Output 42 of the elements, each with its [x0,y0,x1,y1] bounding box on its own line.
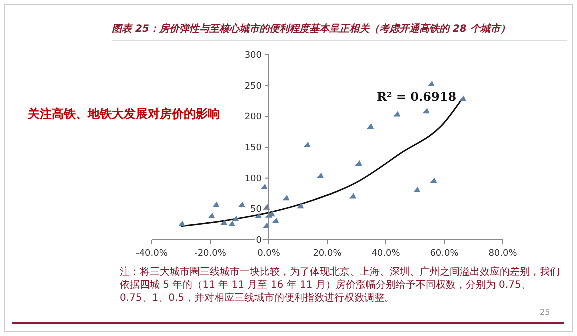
point [422,108,430,114]
point [355,160,362,166]
point [367,124,374,130]
x-tick-label: 40.0% [372,249,401,259]
point [297,203,304,209]
point [178,220,186,226]
x-tick-label: 60.0% [430,249,460,259]
point [220,220,228,226]
y-tick-label: 150 [244,144,262,154]
annotation: 关注高铁、地铁大发展对房价的影响 [28,107,220,121]
x-tick-label: 80.0% [488,249,518,259]
point [316,172,324,178]
x-tick-label: -20.0% [194,249,227,259]
x-tick-label: 0.0% [258,249,281,259]
point [260,184,268,190]
y-tick-label: 250 [244,82,262,92]
point [349,193,356,199]
text: 25 [540,308,550,317]
point [282,195,290,201]
x-tick-label: 20.0% [313,249,342,259]
point [428,80,435,86]
chart-title: 图表 25：房价弹性与至核心城市的便利程度基本呈正相关（考虑开通高铁的 28 个城市） [112,24,510,35]
y-tick-label: 50 [250,205,262,216]
point [238,202,246,208]
point [304,142,311,148]
point [394,111,401,117]
x-tick-label: -40.0% [136,249,168,259]
point [414,187,421,193]
point [228,220,236,226]
y-tick-label: 100 [244,174,262,184]
y-tick-label: 200 [244,112,262,123]
point [254,212,262,218]
y-tick-label: 300 [244,51,262,61]
point [272,218,280,224]
annotation: R² = 0.6918 [377,90,457,104]
text: 注：将三大城市圈三线城市一块比较，为了体现北京、上海、深圳、广州之间溢出效应的差别，我们依据四城 5 年的（11 年 11 月至 16 年 11 月）房价涨幅分别给予不同权数，分别为 0.75、0.75、1、0.5，并对相应三线城市的便利指数进行权数调整。 [120,267,560,304]
point [459,96,466,102]
point [232,216,240,222]
point [212,202,220,208]
point [262,222,270,228]
point [208,212,216,218]
point [430,178,438,184]
